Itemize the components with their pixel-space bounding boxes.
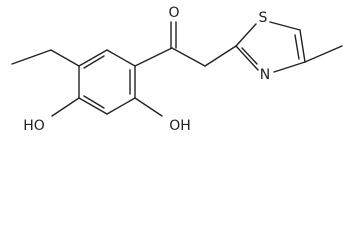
atom-label: HO — [23, 118, 45, 134]
atom-label: S — [259, 10, 268, 26]
bond — [51, 97, 80, 117]
atom-label: OH — [169, 118, 191, 134]
bond — [273, 61, 306, 73]
bond — [235, 23, 257, 47]
atom-label: N — [260, 67, 270, 83]
bond — [235, 45, 259, 71]
double-bond — [294, 34, 300, 60]
double-bond — [241, 47, 258, 65]
aromatic-bond — [83, 55, 105, 69]
bond — [134, 47, 173, 67]
bond — [134, 97, 163, 117]
bond — [204, 45, 237, 67]
bond — [269, 21, 301, 31]
bonds — [11, 21, 343, 117]
bond — [299, 29, 306, 63]
aromatic-bond — [83, 95, 105, 109]
bond — [106, 49, 136, 67]
structure-diagram: O S N HO OH — [11, 5, 343, 134]
bond — [171, 47, 206, 67]
bond — [106, 97, 136, 115]
bond — [50, 49, 80, 67]
bond — [78, 49, 108, 67]
page: O S N HO OH (() => { const data = JSON.p… — [11, 5, 343, 134]
bond — [11, 49, 52, 65]
bond — [78, 97, 108, 115]
bond — [304, 45, 343, 63]
atom-label: O — [168, 5, 179, 21]
